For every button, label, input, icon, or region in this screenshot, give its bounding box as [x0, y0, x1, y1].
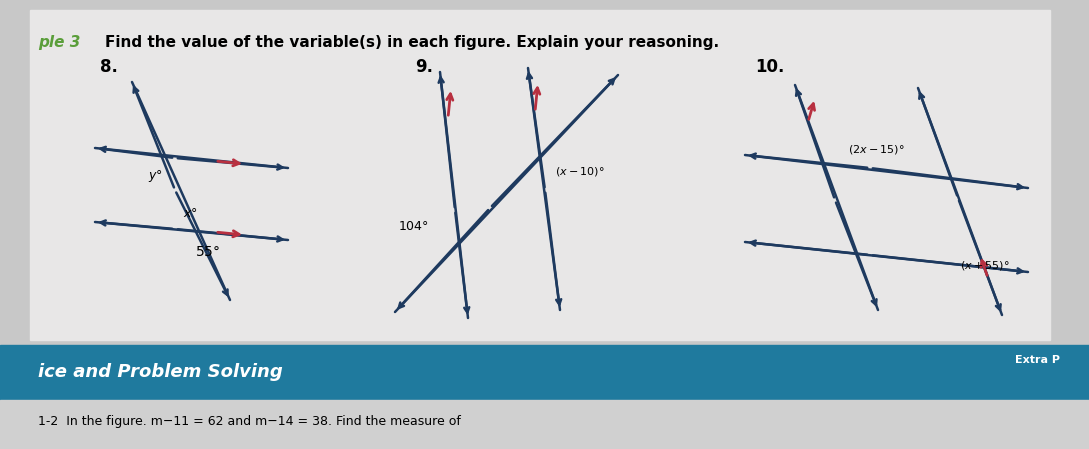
Bar	[0, 400, 1089, 449]
Text: $(x-10)°$: $(x-10)°$	[555, 166, 604, 179]
Bar	[30, 10, 1050, 340]
Text: 10.: 10.	[755, 58, 784, 76]
Text: $55°$: $55°$	[195, 245, 220, 259]
Text: $(x+55)°$: $(x+55)°$	[960, 259, 1010, 272]
Text: 9.: 9.	[415, 58, 433, 76]
Text: ple 3: ple 3	[38, 35, 81, 49]
Text: $(2x-15)°$: $(2x-15)°$	[848, 142, 905, 155]
Text: Find the value of the variable(s) in each figure. Explain your reasoning.: Find the value of the variable(s) in eac…	[105, 35, 719, 49]
Text: Extra P: Extra P	[1015, 355, 1060, 365]
Bar	[0, 345, 1089, 400]
Text: 1-2  In the figure. m−11 = 62 and m−14 = 38. Find the measure of: 1-2 In the figure. m−11 = 62 and m−14 = …	[38, 415, 461, 428]
Text: ice and Problem Solving: ice and Problem Solving	[38, 363, 283, 381]
Text: $x°$: $x°$	[183, 207, 198, 220]
Text: $y°$: $y°$	[148, 168, 163, 184]
Text: 8.: 8.	[100, 58, 118, 76]
Text: $104°$: $104°$	[397, 220, 429, 233]
